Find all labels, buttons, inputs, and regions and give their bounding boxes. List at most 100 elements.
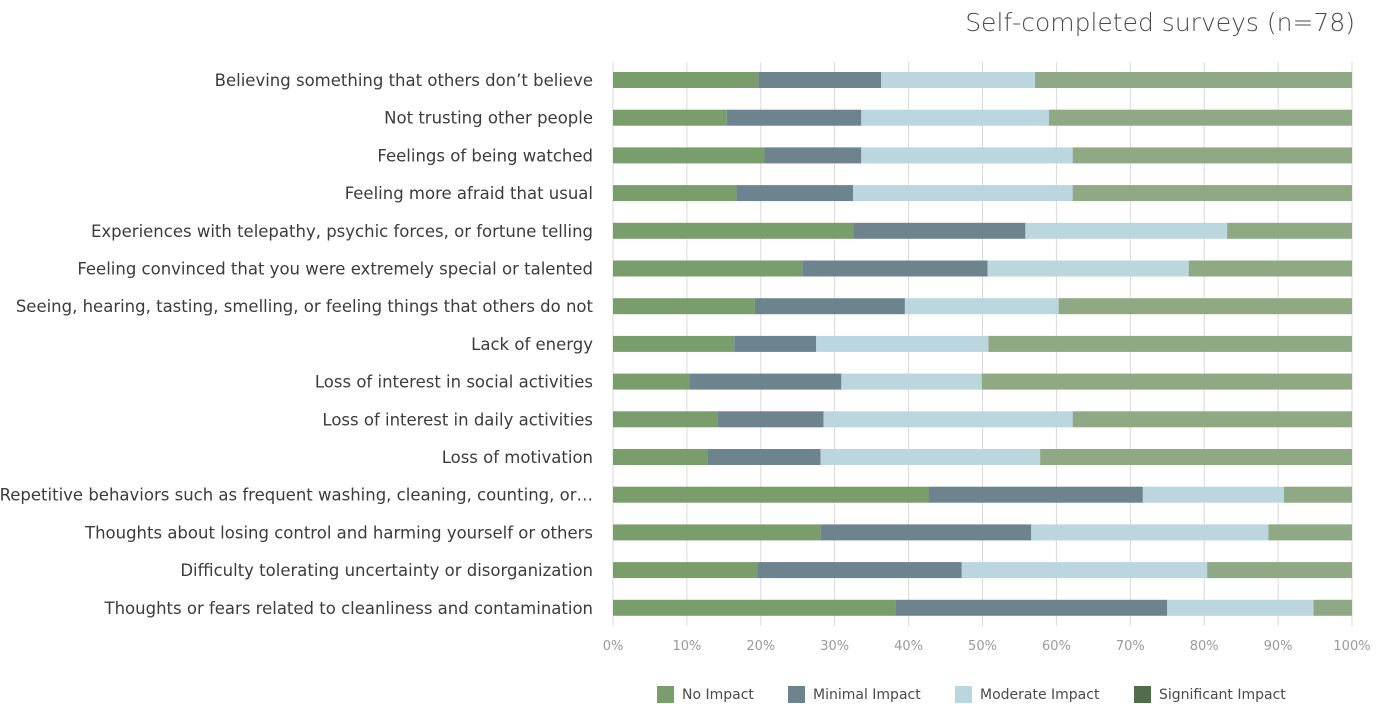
- bar-segment: [758, 72, 882, 88]
- bar-segment: [1031, 524, 1269, 541]
- bar-segment: [1284, 486, 1352, 503]
- bar-segment: [613, 373, 690, 390]
- category-label: Feelings of being watched: [377, 146, 593, 165]
- legend-swatch: [788, 686, 805, 703]
- bar-segment: [613, 335, 735, 352]
- bar-segment: [757, 562, 962, 579]
- x-tick-label: 40%: [894, 639, 923, 654]
- bar-segment: [1040, 449, 1352, 465]
- bar-series: [613, 72, 1352, 616]
- x-tick-label: 10%: [672, 639, 701, 654]
- bar-segment: [820, 449, 1041, 465]
- bar-segment: [841, 373, 982, 390]
- bar-segment: [1167, 599, 1314, 616]
- category-label: Thoughts or fears related to cleanliness…: [104, 599, 593, 618]
- category-label: Difficulty tolerating uncertainty or dis…: [180, 561, 593, 580]
- bar-segment: [988, 335, 1352, 352]
- bar-segment: [734, 335, 817, 352]
- legend: No Impact Minimal Impact Moderate Impact Si…: [657, 686, 1286, 703]
- bar-segment: [613, 449, 708, 465]
- x-tick-label: 60%: [1042, 639, 1071, 654]
- bar-segment: [613, 72, 759, 88]
- bar-segment: [981, 373, 1352, 390]
- bar-segment: [1049, 109, 1352, 126]
- category-label: Feeling more afraid that usual: [345, 184, 593, 203]
- x-tick-label: 100%: [1333, 639, 1370, 654]
- x-tick-label: 80%: [1190, 639, 1219, 654]
- legend-label: No Impact: [682, 687, 754, 703]
- category-labels: Believing something that others don’t be…: [0, 71, 594, 618]
- bar-segment: [853, 185, 1073, 202]
- bar-segment: [613, 109, 727, 126]
- bar-segment: [613, 260, 803, 277]
- x-tick-label: 0%: [603, 639, 624, 654]
- category-label: Feeling convinced that you were extremel…: [77, 260, 593, 279]
- bar-segment: [816, 335, 989, 352]
- legend-label: Moderate Impact: [980, 687, 1100, 703]
- bar-segment: [1034, 72, 1352, 88]
- bar-segment: [613, 185, 737, 202]
- bar-segment: [1207, 562, 1352, 579]
- bar-segment: [754, 298, 905, 315]
- bar-segment: [1188, 260, 1352, 277]
- category-label: Thoughts about losing control and harmin…: [84, 523, 593, 542]
- bar-segment: [961, 562, 1208, 579]
- bar-segment: [717, 411, 824, 428]
- bar-segment: [613, 147, 765, 164]
- category-label: Repetitive behaviors such as frequent wa…: [0, 486, 593, 505]
- x-axis-tick-labels: 0% 10% 20% 30% 40% 50% 60% 70% 80% 90% 100%: [603, 639, 1371, 654]
- bar-segment: [820, 524, 1032, 541]
- bar-segment: [1058, 298, 1352, 315]
- legend-label: Minimal Impact: [813, 687, 921, 703]
- bar-segment: [613, 411, 718, 428]
- category-label: Loss of interest in social activities: [315, 373, 593, 392]
- bar-segment: [707, 449, 821, 465]
- bar-segment: [823, 411, 1073, 428]
- bar-segment: [1072, 411, 1352, 428]
- legend-swatch: [955, 686, 972, 703]
- bar-segment: [904, 298, 1059, 315]
- category-label: Seeing, hearing, tasting, smelling, or f…: [16, 297, 594, 316]
- bar-segment: [1025, 222, 1228, 239]
- bar-segment: [861, 109, 1050, 126]
- legend-swatch: [1134, 686, 1151, 703]
- bar-segment: [881, 72, 1035, 88]
- x-tick-label: 70%: [1116, 639, 1145, 654]
- bar-segment: [1072, 147, 1352, 164]
- category-label: Loss of interest in daily activities: [322, 410, 593, 429]
- category-label: Experiences with telepathy, psychic forc…: [91, 222, 593, 241]
- chart-title: Self-completed surveys (n=78): [965, 8, 1355, 37]
- bar-segment: [764, 147, 862, 164]
- bar-segment: [613, 486, 929, 503]
- bar-segment: [928, 486, 1143, 503]
- bar-segment: [802, 260, 988, 277]
- legend-label: Significant Impact: [1159, 687, 1286, 703]
- bar-segment: [736, 185, 854, 202]
- bar-segment: [1142, 486, 1285, 503]
- category-label: Lack of energy: [471, 335, 593, 354]
- category-label: Loss of motivation: [442, 448, 593, 467]
- x-tick-label: 30%: [820, 639, 849, 654]
- category-label: Believing something that others don’t be…: [215, 71, 593, 90]
- bar-segment: [726, 109, 862, 126]
- bar-segment: [1313, 599, 1352, 616]
- legend-swatch: [657, 686, 674, 703]
- bar-segment: [689, 373, 842, 390]
- bar-segment: [613, 222, 854, 239]
- bar-segment: [613, 562, 758, 579]
- bar-segment: [895, 599, 1168, 616]
- bar-segment: [853, 222, 1026, 239]
- x-tick-label: 90%: [1264, 639, 1293, 654]
- bar-segment: [1227, 222, 1352, 239]
- bar-segment: [861, 147, 1073, 164]
- x-tick-label: 50%: [968, 639, 997, 654]
- bar-segment: [1268, 524, 1352, 541]
- x-tick-label: 20%: [746, 639, 775, 654]
- category-label: Not trusting other people: [384, 109, 593, 128]
- bar-segment: [613, 298, 755, 315]
- bar-segment: [613, 524, 821, 541]
- bar-segment: [613, 599, 896, 616]
- bar-segment: [1072, 185, 1352, 202]
- bar-segment: [987, 260, 1189, 277]
